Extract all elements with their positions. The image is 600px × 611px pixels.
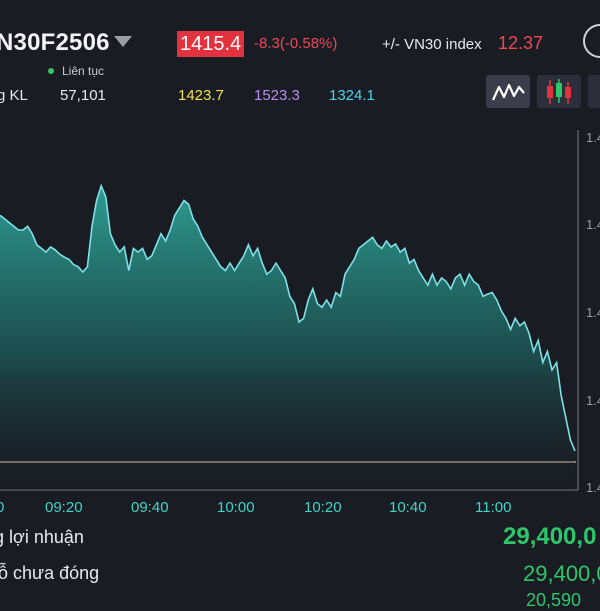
x-tick-6: 11:00	[475, 499, 512, 516]
symbol-dropdown-icon[interactable]	[114, 36, 132, 47]
x-tick-3: 10:00	[217, 499, 255, 516]
ma-value-3: 1324.1	[329, 87, 375, 104]
ma-value-1: 1423.7	[178, 87, 224, 104]
profit-value: 29,400,0	[503, 523, 597, 550]
price-area-chart[interactable]	[0, 120, 600, 500]
volume-value: 57,101	[60, 87, 106, 104]
unrealized-loss-label: lỗ chưa đóng	[0, 563, 100, 583]
last-price: 1415.4	[177, 31, 245, 57]
y-tick-2: 1.4	[586, 305, 600, 320]
settings-circle-button[interactable]	[583, 24, 600, 58]
contract-symbol[interactable]: N30F2506	[0, 29, 110, 56]
index-diff-value: 12.37	[498, 33, 544, 53]
candlestick-button[interactable]	[537, 75, 581, 108]
x-tick-5: 10:40	[389, 499, 427, 516]
y-tick-4: 1.4	[586, 480, 600, 495]
trading-status-text: Liên tục	[62, 64, 105, 78]
price-line	[0, 183, 576, 452]
status-dot-icon	[48, 67, 54, 74]
y-tick-1: 1.4	[586, 217, 600, 232]
volume-label: g KL	[0, 87, 28, 104]
ma-value-2: 1523.3	[254, 87, 300, 104]
y-tick-3: 1.4	[586, 393, 600, 408]
x-tick-4: 10:20	[304, 499, 342, 516]
x-tick-1: 09:20	[45, 499, 83, 516]
unrealized-loss-value: 29,400,0	[523, 561, 600, 586]
summary-row-3-value: 20,590	[526, 590, 582, 610]
price-area-fill	[0, 185, 575, 491]
trading-status: Liên tục	[48, 64, 104, 78]
more-chart-button[interactable]	[588, 75, 600, 108]
index-diff-label: +/- VN30 index	[382, 36, 482, 53]
line-chart-button[interactable]	[486, 75, 530, 108]
x-tick-2: 09:40	[131, 499, 169, 516]
candlestick-icon	[547, 79, 571, 104]
price-change: -8.3(-0.58%)	[254, 35, 338, 52]
x-tick-0: 0	[0, 499, 5, 516]
profit-label: g lợi nhuận	[0, 527, 84, 547]
y-tick-0: 1.4	[586, 130, 600, 145]
line-chart-icon	[492, 83, 525, 101]
